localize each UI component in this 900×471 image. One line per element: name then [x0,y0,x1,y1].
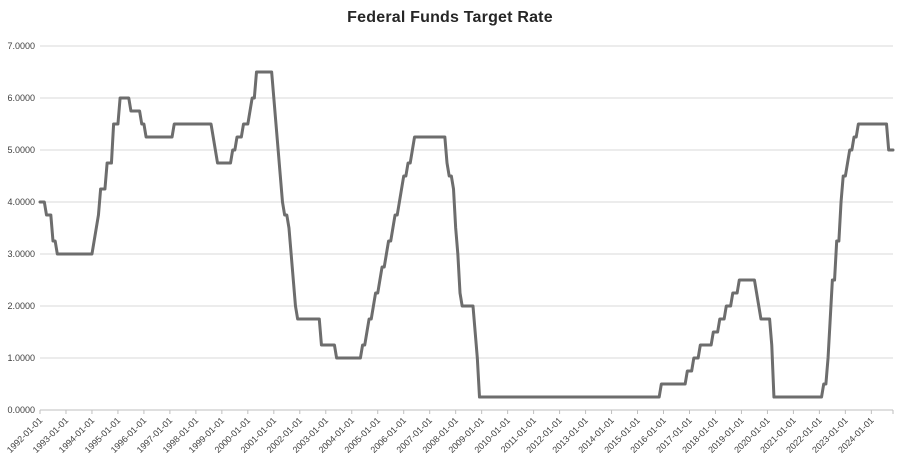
rate-series-line [38,70,895,399]
y-tick-label: 5.0000 [7,145,35,155]
y-tick-label: 6.0000 [7,93,35,103]
y-tick-label: 7.0000 [7,41,35,51]
y-tick-label: 1.0000 [7,353,35,363]
y-tick-label: 3.0000 [7,249,35,259]
y-tick-label: 4.0000 [7,197,35,207]
y-tick-label: 0.0000 [7,405,35,415]
y-tick-label: 2.0000 [7,301,35,311]
chart-title: Federal Funds Target Rate [347,9,553,26]
